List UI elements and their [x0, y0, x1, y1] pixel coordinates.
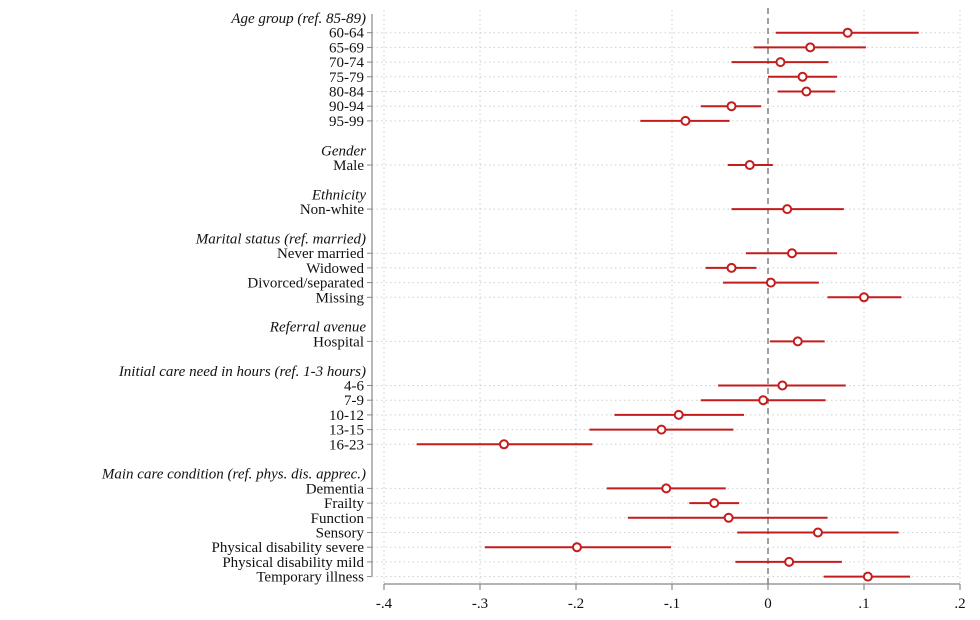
point-estimate-marker: [765, 277, 776, 288]
x-tick-label: -.1: [664, 596, 680, 612]
point-estimate-marker: [787, 248, 797, 259]
point-estimate-marker: [656, 424, 667, 435]
x-tick-label: -.3: [472, 596, 488, 612]
term-label: 60-64: [329, 26, 364, 42]
term-label: 70-74: [329, 55, 364, 71]
point-estimate-marker: [805, 42, 816, 53]
point-estimate-marker: [723, 512, 734, 523]
term-label: Physical disability severe: [212, 540, 365, 556]
term-label: Sensory: [316, 526, 365, 542]
group-heading: Age group (ref. 85-89): [230, 11, 366, 27]
point-estimate-marker: [775, 57, 786, 68]
row-labels: Age group (ref. 85-89)60-6465-6970-7475-…: [101, 11, 366, 586]
term-label: 10-12: [329, 408, 364, 424]
term-label: Physical disability mild: [222, 555, 364, 571]
group-heading: Gender: [321, 143, 366, 159]
x-tick-label: .2: [954, 596, 965, 612]
term-label: Hospital: [313, 334, 364, 350]
term-label: 95-99: [329, 114, 364, 130]
group-heading: Referral avenue: [269, 320, 367, 336]
term-label: Non-white: [300, 202, 364, 218]
term-label: Dementia: [306, 481, 365, 497]
point-estimate-marker: [673, 409, 684, 420]
x-tick-label: .1: [858, 596, 869, 612]
group-heading: Ethnicity: [311, 187, 366, 203]
point-estimate-marker: [661, 483, 672, 494]
term-label: Divorced/separated: [247, 276, 364, 292]
group-heading: Main care condition (ref. phys. dis. app…: [101, 467, 366, 483]
point-estimate-marker: [801, 86, 812, 97]
term-label: 16-23: [329, 437, 364, 453]
point-estimate-marker: [784, 556, 795, 567]
group-heading: Initial care need in hours (ref. 1-3 hou…: [118, 364, 366, 380]
term-label: 7-9: [344, 393, 364, 409]
point-estimates: [499, 27, 873, 582]
point-estimate-marker: [680, 115, 691, 126]
point-estimate-marker: [777, 380, 788, 391]
term-label: 75-79: [329, 70, 364, 86]
point-estimate-marker: [709, 498, 720, 509]
term-label: Function: [311, 511, 365, 527]
point-estimate-marker: [499, 439, 509, 450]
term-label: 80-84: [329, 85, 364, 101]
point-estimate-marker: [792, 336, 803, 347]
point-estimate-marker: [758, 395, 769, 406]
point-estimate-marker: [797, 71, 808, 82]
point-estimate-marker: [862, 571, 873, 582]
term-label: Missing: [316, 290, 365, 306]
x-tick-label: -.4: [376, 596, 393, 612]
term-label: 13-15: [329, 423, 364, 439]
term-label: Frailty: [324, 496, 364, 512]
axes: [367, 8, 961, 590]
term-label: Never married: [277, 246, 365, 262]
point-estimate-marker: [744, 160, 755, 170]
group-heading: Marital status (ref. married): [195, 232, 366, 248]
term-label: Widowed: [306, 261, 364, 277]
term-label: 65-69: [329, 40, 364, 56]
point-estimate-marker: [782, 204, 793, 215]
term-label: 4-6: [344, 379, 364, 395]
point-estimate-marker: [571, 542, 582, 553]
term-label: Temporary illness: [256, 570, 364, 586]
term-label: 90-94: [329, 99, 364, 115]
confidence-intervals: [416, 31, 919, 578]
point-estimate-marker: [859, 292, 869, 303]
term-label: Male: [333, 158, 364, 174]
x-tick-label: -.2: [568, 596, 584, 612]
x-tick-labels: -.4 -.3 -.2 -.1 0 .1 .2: [376, 596, 966, 612]
x-tick-label: 0: [764, 596, 772, 612]
point-estimate-marker: [726, 101, 737, 112]
point-estimate-marker: [842, 27, 853, 38]
point-estimate-marker: [812, 527, 823, 538]
point-estimate-marker: [726, 262, 737, 273]
